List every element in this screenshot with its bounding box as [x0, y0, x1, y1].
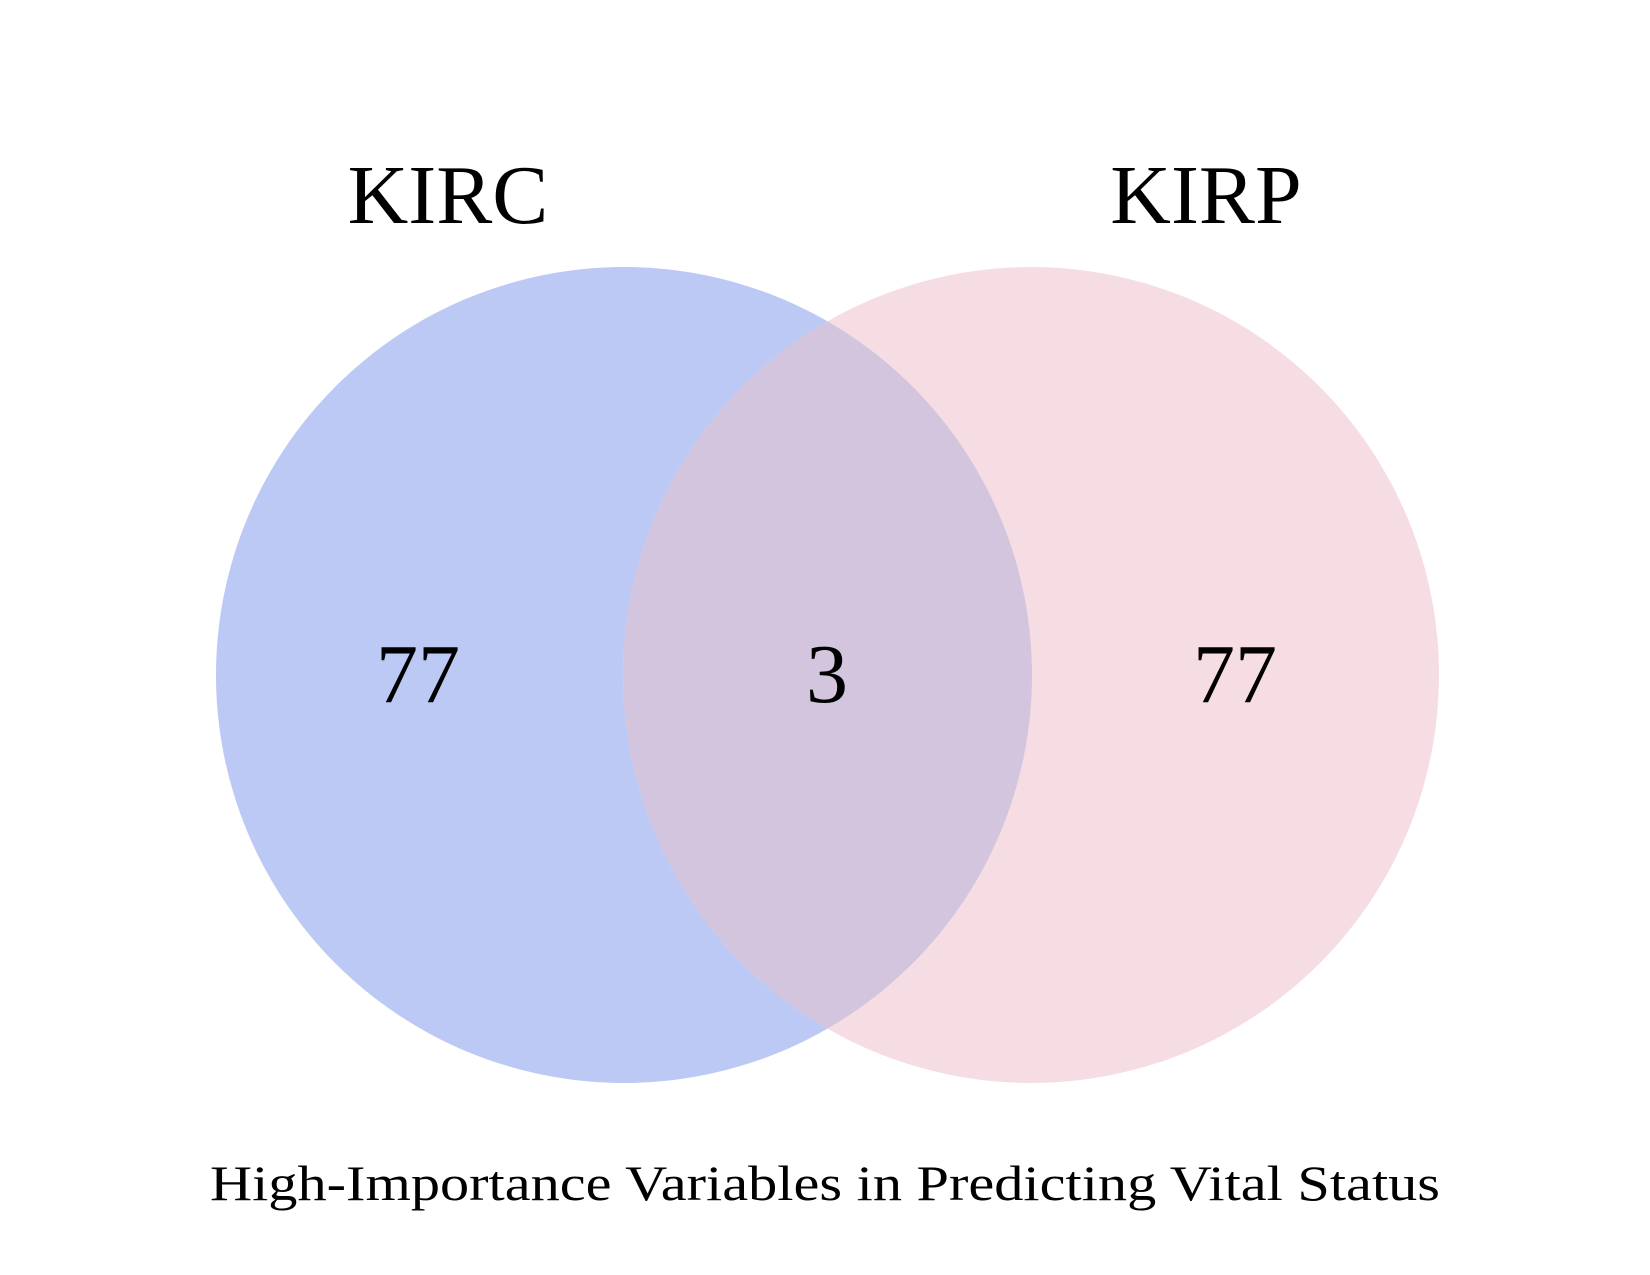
kirc-set-label: KIRC: [348, 149, 549, 242]
diagram-caption: High-Importance Variables in Predicting …: [210, 1155, 1440, 1211]
kirp-set-label: KIRP: [1110, 149, 1301, 242]
kirp-only-count: 77: [1193, 628, 1277, 721]
intersection-region: [623, 267, 1032, 1083]
kirc-only-count: 77: [376, 628, 460, 721]
intersection-count: 3: [806, 628, 848, 721]
